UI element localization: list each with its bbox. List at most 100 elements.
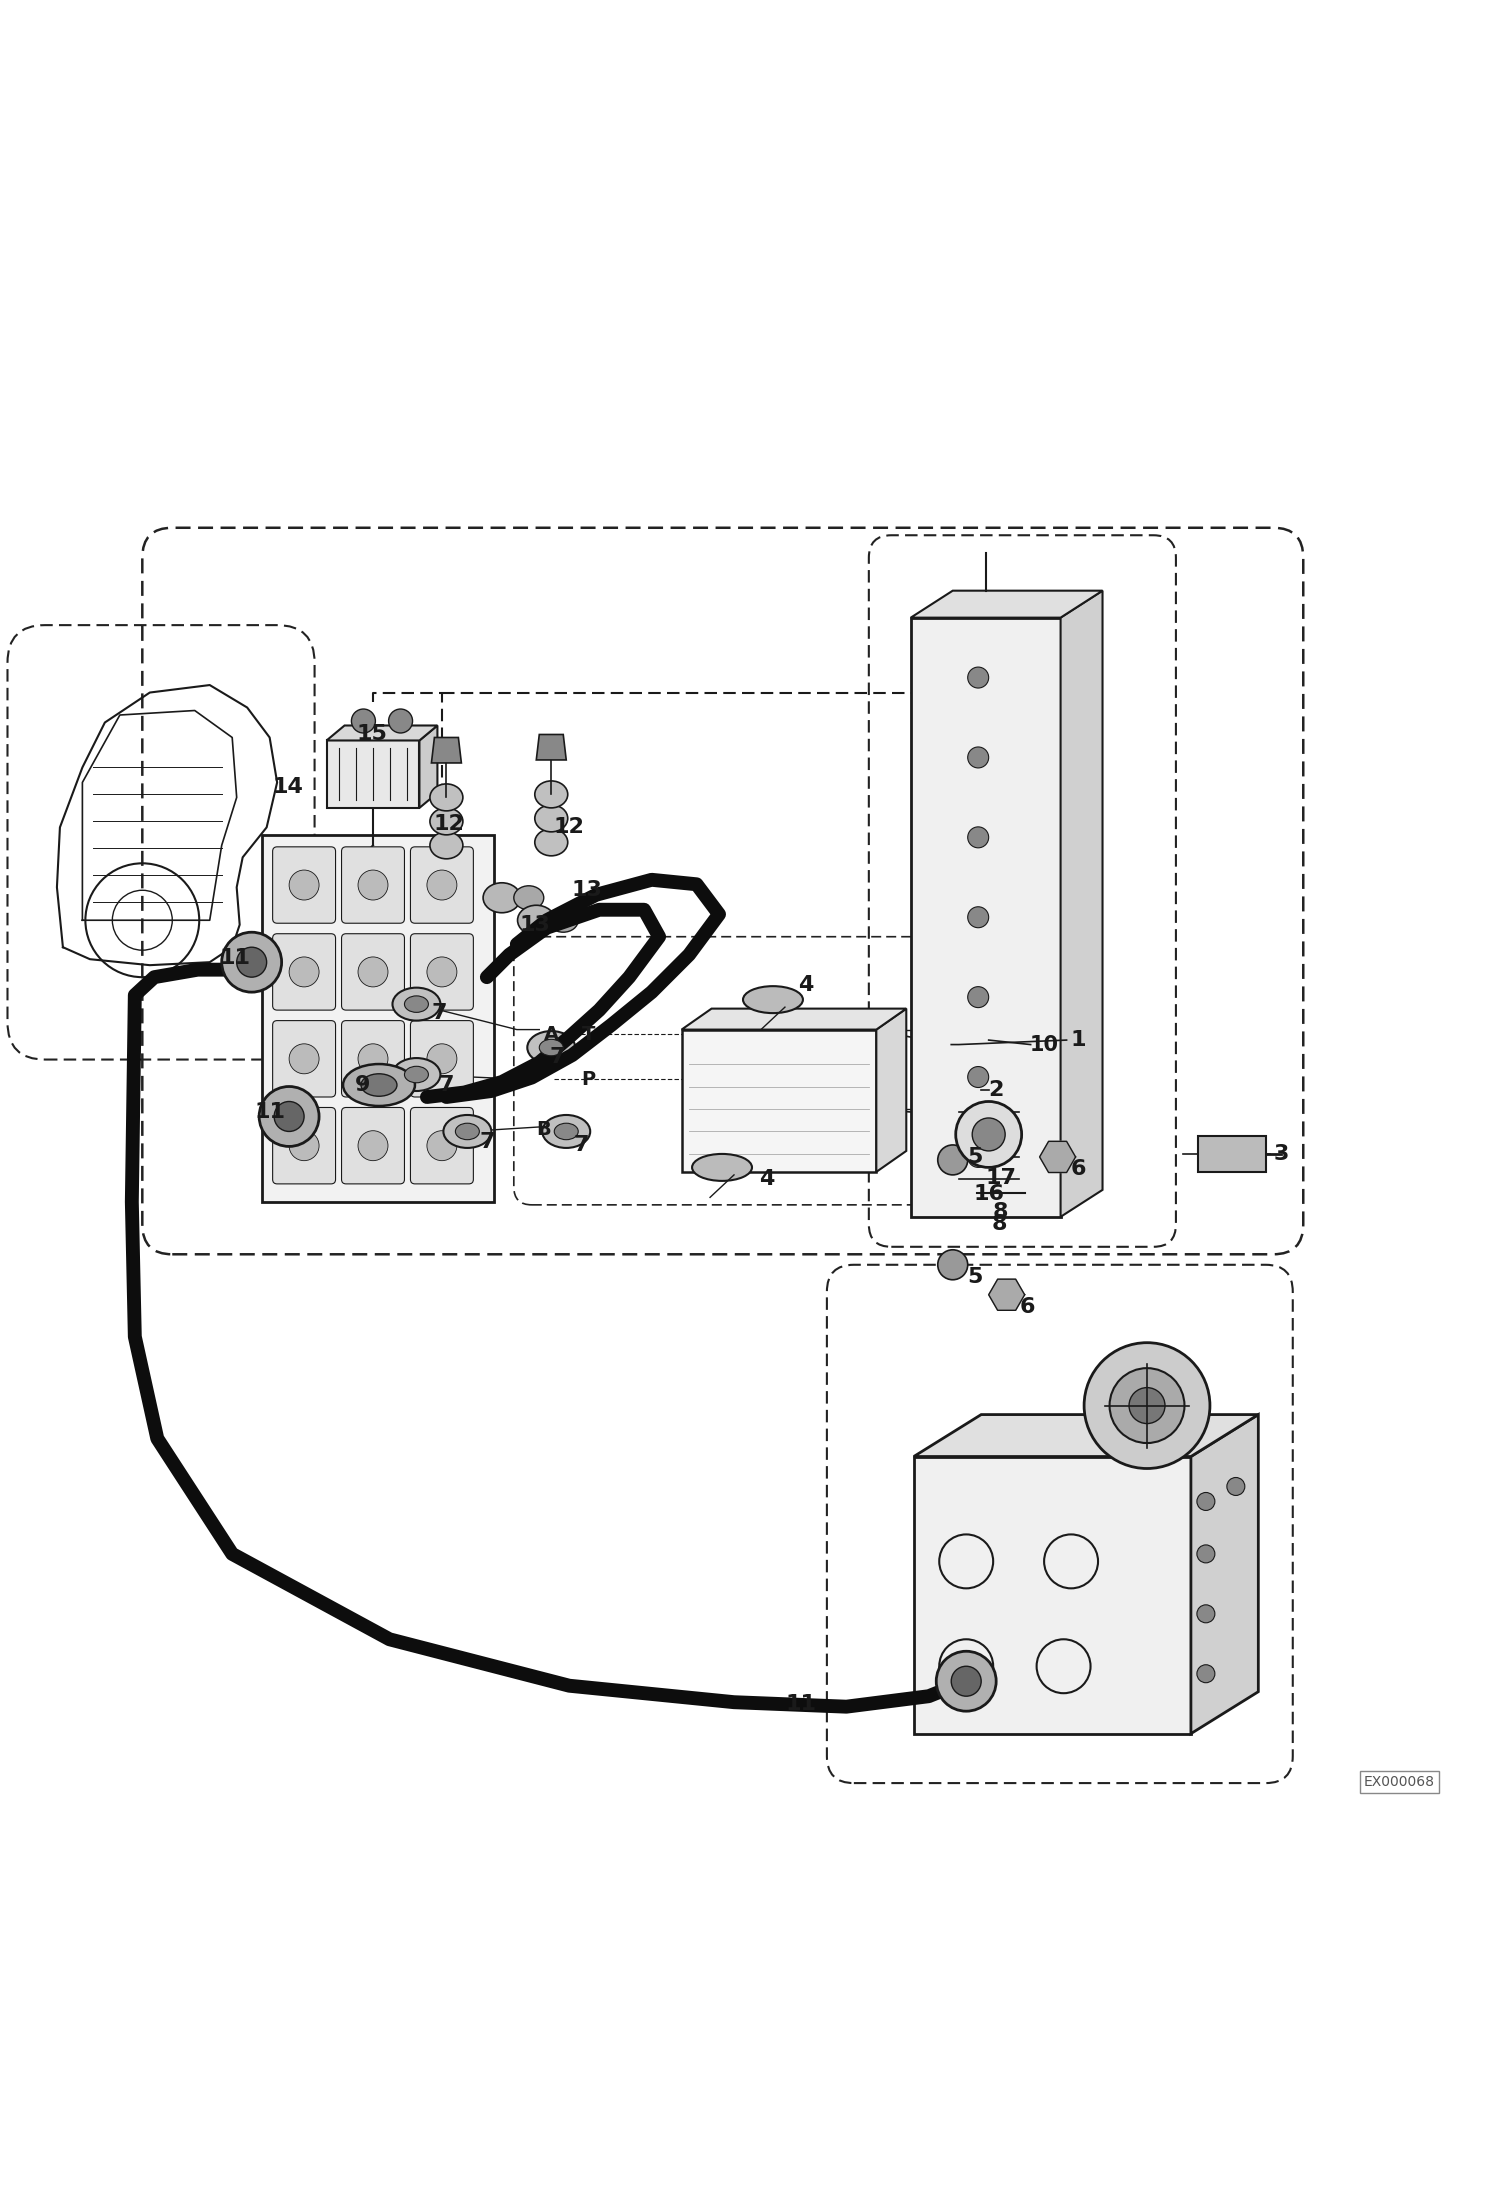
Text: 11: 11 — [255, 1101, 285, 1121]
Polygon shape — [682, 1009, 906, 1029]
Circle shape — [968, 906, 989, 928]
FancyBboxPatch shape — [342, 847, 404, 924]
Ellipse shape — [343, 1064, 415, 1106]
Ellipse shape — [482, 882, 521, 913]
Circle shape — [968, 1147, 989, 1167]
Circle shape — [938, 1251, 968, 1279]
Polygon shape — [914, 1457, 1191, 1733]
Ellipse shape — [518, 906, 554, 935]
Text: 11: 11 — [786, 1694, 816, 1714]
FancyBboxPatch shape — [342, 1020, 404, 1097]
Circle shape — [1085, 1343, 1210, 1468]
Ellipse shape — [692, 1154, 752, 1180]
FancyBboxPatch shape — [342, 935, 404, 1009]
Ellipse shape — [539, 1040, 563, 1055]
Circle shape — [358, 871, 388, 900]
Circle shape — [289, 871, 319, 900]
Text: 10: 10 — [1029, 1036, 1059, 1055]
Polygon shape — [431, 737, 461, 764]
Circle shape — [427, 1130, 457, 1161]
Circle shape — [968, 746, 989, 768]
Polygon shape — [262, 836, 494, 1202]
FancyBboxPatch shape — [273, 847, 336, 924]
Circle shape — [1129, 1387, 1165, 1424]
Circle shape — [222, 932, 282, 992]
Text: 13: 13 — [520, 915, 550, 935]
Ellipse shape — [443, 1115, 491, 1147]
Text: 4: 4 — [798, 974, 813, 994]
Text: 12: 12 — [554, 818, 584, 838]
FancyBboxPatch shape — [410, 1020, 473, 1097]
Text: P: P — [581, 1068, 596, 1088]
Polygon shape — [1198, 1136, 1266, 1172]
Ellipse shape — [361, 1073, 397, 1097]
Circle shape — [1197, 1604, 1215, 1624]
FancyBboxPatch shape — [342, 1108, 404, 1185]
Polygon shape — [989, 1279, 1025, 1310]
Circle shape — [972, 1119, 1005, 1152]
Circle shape — [358, 957, 388, 987]
Circle shape — [358, 1044, 388, 1073]
Text: 3: 3 — [1273, 1143, 1288, 1165]
Text: 5: 5 — [968, 1266, 983, 1286]
Text: 12: 12 — [434, 814, 464, 834]
Circle shape — [388, 709, 412, 733]
Text: 7: 7 — [439, 1075, 454, 1095]
Circle shape — [358, 1130, 388, 1161]
Ellipse shape — [535, 781, 568, 807]
Ellipse shape — [542, 1115, 590, 1147]
Circle shape — [427, 957, 457, 987]
Text: 8: 8 — [992, 1213, 1007, 1235]
Text: 7: 7 — [550, 1047, 565, 1066]
Polygon shape — [1191, 1415, 1258, 1733]
Ellipse shape — [548, 908, 578, 932]
Polygon shape — [536, 735, 566, 759]
Text: 5: 5 — [968, 1147, 983, 1167]
Polygon shape — [1061, 590, 1103, 1218]
Ellipse shape — [430, 807, 463, 836]
Text: 2: 2 — [989, 1079, 1004, 1099]
Circle shape — [968, 667, 989, 689]
Ellipse shape — [743, 985, 803, 1014]
Ellipse shape — [535, 805, 568, 832]
Ellipse shape — [455, 1123, 479, 1139]
Text: 9: 9 — [355, 1075, 370, 1095]
FancyBboxPatch shape — [410, 1108, 473, 1185]
Circle shape — [259, 1086, 319, 1147]
Ellipse shape — [554, 1123, 578, 1139]
Ellipse shape — [527, 1031, 575, 1064]
Ellipse shape — [430, 832, 463, 858]
Ellipse shape — [430, 783, 463, 812]
Text: A: A — [544, 1025, 559, 1044]
Polygon shape — [911, 619, 1061, 1218]
Polygon shape — [419, 726, 437, 807]
Circle shape — [936, 1652, 996, 1711]
Text: 11: 11 — [220, 948, 250, 968]
Text: 14: 14 — [273, 777, 303, 796]
Text: 16: 16 — [974, 1185, 1004, 1205]
Text: 13: 13 — [572, 880, 602, 900]
Circle shape — [968, 827, 989, 847]
Circle shape — [968, 987, 989, 1007]
Circle shape — [427, 1044, 457, 1073]
Circle shape — [427, 871, 457, 900]
Text: 6: 6 — [1020, 1297, 1035, 1316]
Polygon shape — [914, 1415, 1258, 1457]
Text: 1: 1 — [1071, 1029, 1086, 1051]
Text: 4: 4 — [759, 1169, 774, 1189]
Text: 7: 7 — [431, 1003, 446, 1022]
Polygon shape — [327, 726, 437, 742]
Text: 15: 15 — [357, 724, 386, 744]
Text: 6: 6 — [1071, 1158, 1086, 1178]
Text: 8: 8 — [993, 1202, 1008, 1222]
FancyBboxPatch shape — [410, 847, 473, 924]
Circle shape — [289, 1044, 319, 1073]
Ellipse shape — [392, 987, 440, 1020]
Circle shape — [1197, 1665, 1215, 1683]
Text: 7: 7 — [574, 1134, 589, 1154]
Circle shape — [951, 1665, 981, 1696]
Polygon shape — [876, 1009, 906, 1172]
FancyBboxPatch shape — [410, 935, 473, 1009]
FancyBboxPatch shape — [273, 1020, 336, 1097]
Text: 17: 17 — [986, 1167, 1016, 1187]
